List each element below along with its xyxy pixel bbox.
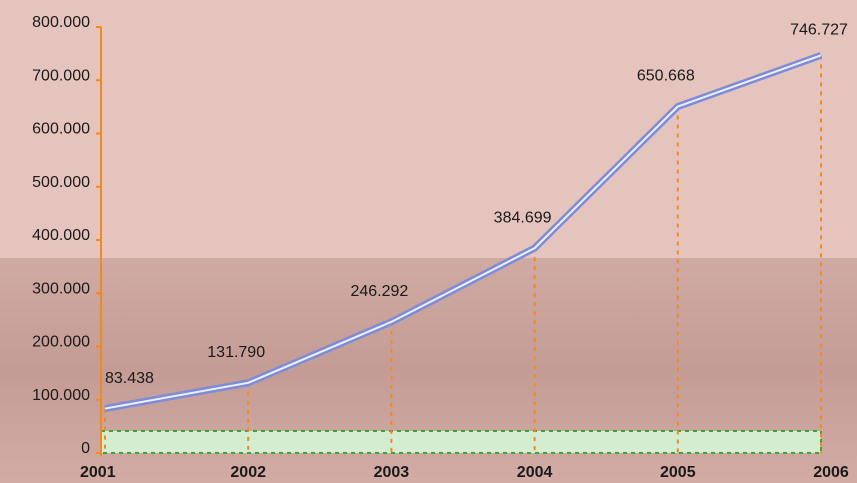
- x-tick-label: 2002: [230, 464, 266, 481]
- value-label: 131.790: [207, 344, 265, 361]
- y-tick-label: 400.000: [32, 227, 90, 244]
- x-tick-label: 2003: [374, 464, 410, 481]
- x-tick-label: 2005: [660, 464, 696, 481]
- value-label: 83.438: [105, 370, 154, 387]
- value-label: 650.668: [637, 68, 695, 85]
- value-label: 384.699: [494, 209, 552, 226]
- y-tick-label: 700.000: [32, 67, 90, 84]
- y-tick-label: 100.000: [32, 387, 90, 404]
- x-tick-label: 2004: [517, 464, 553, 481]
- baseline-band: [100, 430, 822, 454]
- value-label: 246.292: [350, 283, 408, 300]
- y-tick-label: 500.000: [32, 174, 90, 191]
- x-tick-label: 2006: [813, 464, 849, 481]
- y-tick-label: 200.000: [32, 334, 90, 351]
- value-label: 746.727: [790, 22, 848, 39]
- y-tick-label: 0: [81, 440, 90, 457]
- y-tick-label: 600.000: [32, 121, 90, 138]
- x-tick-label: 2001: [80, 464, 116, 481]
- line-highlight: [104, 54, 822, 410]
- y-tick-label: 800.000: [32, 14, 90, 31]
- y-tick-label: 300.000: [32, 280, 90, 297]
